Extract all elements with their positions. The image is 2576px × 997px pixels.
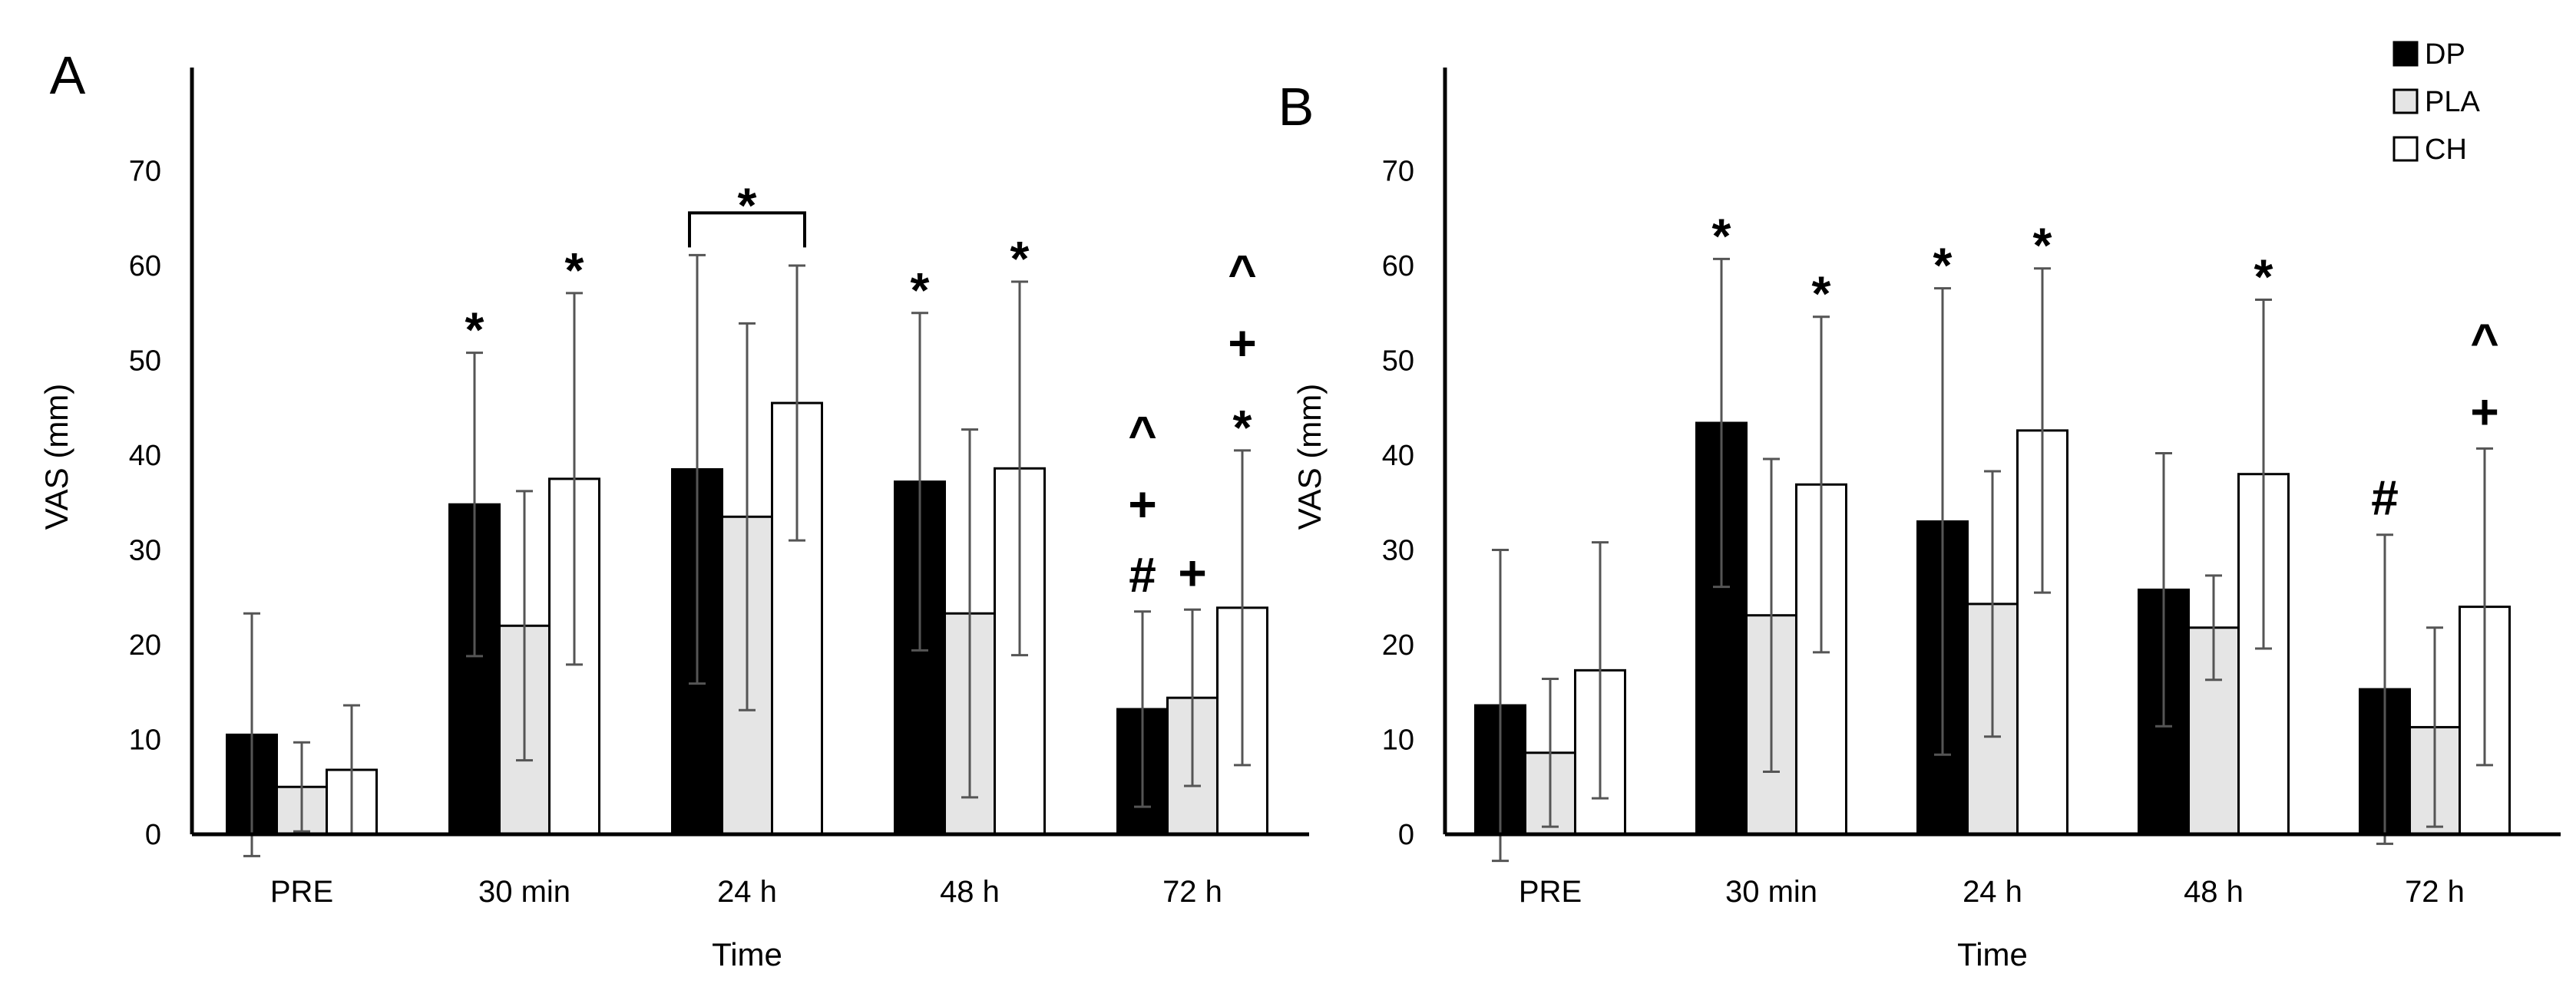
- y-tick-label: 40: [129, 440, 161, 472]
- error-bar-dp: [2155, 452, 2172, 728]
- error-bar-ch: [789, 264, 805, 542]
- y-tick-label: 10: [129, 725, 161, 757]
- error-bar-pla: [2205, 574, 2222, 682]
- significance-marker: #: [2371, 470, 2399, 526]
- error-bar-pla: [293, 741, 310, 833]
- y-tick-label: 60: [129, 250, 161, 282]
- error-bar-dp: [911, 312, 928, 652]
- error-bar-dp: [2376, 533, 2393, 845]
- y-tick-label: 10: [1382, 725, 1414, 757]
- y-tick-label: 30: [129, 535, 161, 567]
- significance-marker: #: [1129, 547, 1156, 602]
- significance-marker: *: [1233, 400, 1252, 455]
- error-bar-ch: [2476, 447, 2493, 767]
- error-bar-ch: [1011, 280, 1028, 657]
- y-tick-label: 0: [145, 819, 161, 851]
- error-bar-ch: [1234, 449, 1251, 767]
- panel-label: B: [1278, 77, 1314, 137]
- significance-marker: *: [1712, 208, 1731, 263]
- significance-marker: +: [1228, 315, 1256, 371]
- significance-marker: *: [2033, 218, 2052, 273]
- y-axis-title: VAS (mm): [38, 384, 74, 530]
- legend-swatch: [2392, 41, 2419, 67]
- y-tick-label: 20: [1382, 629, 1414, 662]
- legend: DP PLA CH: [2392, 38, 2480, 166]
- y-tick-label: 30: [1382, 535, 1414, 567]
- x-tick-label: 24 h: [717, 875, 777, 909]
- error-bar-pla: [1984, 470, 2001, 738]
- legend-item-pla: PLA: [2392, 86, 2480, 118]
- error-bar-pla: [961, 428, 978, 799]
- significance-marker: *: [565, 243, 584, 298]
- x-axis-title: Time: [1957, 936, 2028, 972]
- error-bar-dp: [1134, 610, 1151, 808]
- panel-a: A 0 10 20 30 40 50 60 70 VAS (mm) PRE 30 min 24 h 48 …: [38, 45, 1309, 972]
- significance-marker: *: [1812, 266, 1831, 322]
- x-tick-label: 48 h: [2184, 875, 2244, 909]
- error-bar-dp: [689, 253, 706, 685]
- x-axis-title: Time: [712, 936, 782, 972]
- significance-marker: *: [911, 262, 930, 318]
- error-bar-ch: [1813, 315, 1830, 654]
- panel-b: B 0 10 20 30 40 50 60 70 VAS (mm) PRE 30 min 24 h 48 …: [1278, 68, 2561, 972]
- significance-marker: +: [1128, 477, 1156, 532]
- panel-label: A: [50, 45, 86, 105]
- y-tick-label: 50: [1382, 345, 1414, 378]
- error-bar-dp: [1934, 287, 1951, 756]
- error-bar-dp: [243, 612, 260, 857]
- significance-marker: +: [1178, 545, 1206, 600]
- significance-bracket: [688, 211, 806, 248]
- y-tick-label: 60: [1382, 250, 1414, 282]
- y-axis-title: VAS (mm): [1291, 384, 1328, 530]
- error-bar-ch: [1592, 541, 1609, 800]
- significance-marker: *: [465, 302, 484, 358]
- significance-marker: *: [738, 177, 757, 233]
- legend-swatch: [2392, 88, 2419, 114]
- legend-swatch: [2392, 136, 2419, 162]
- y-tick-label: 0: [1398, 819, 1414, 851]
- error-bar-ch: [2034, 267, 2051, 594]
- bar-ch: [2016, 429, 2068, 836]
- significance-marker: *: [1010, 231, 1030, 286]
- error-bar-pla: [1542, 677, 1559, 828]
- significance-marker: ^: [1228, 245, 1256, 300]
- error-bar-pla: [1184, 608, 1201, 787]
- y-tick-label: 70: [129, 156, 161, 188]
- error-bar-pla: [516, 490, 533, 762]
- error-bar-pla: [739, 322, 756, 711]
- error-bar-ch: [2255, 298, 2272, 650]
- y-tick-label: 20: [129, 629, 161, 662]
- x-tick-label: PRE: [1519, 875, 1582, 909]
- y-tick-label: 50: [129, 345, 161, 378]
- legend-item-dp: DP: [2392, 38, 2465, 71]
- significance-marker: *: [2254, 249, 2273, 304]
- significance-marker: ^: [1128, 406, 1156, 461]
- legend-label: CH: [2425, 134, 2467, 166]
- significance-marker: ^: [2470, 313, 2498, 368]
- error-bar-pla: [2426, 626, 2443, 828]
- error-bar-dp: [466, 352, 483, 658]
- error-bar-ch: [566, 292, 583, 666]
- x-tick-label: 72 h: [1162, 875, 1222, 909]
- legend-label: DP: [2425, 38, 2465, 71]
- error-bar-dp: [1492, 549, 1509, 863]
- x-tick-label: 48 h: [940, 875, 1000, 909]
- x-tick-label: 30 min: [478, 875, 570, 909]
- significance-marker: +: [2470, 384, 2498, 439]
- error-bar-dp: [1713, 257, 1730, 589]
- y-tick-label: 40: [1382, 440, 1414, 472]
- error-bar-pla: [1763, 457, 1780, 773]
- x-tick-label: PRE: [270, 875, 333, 909]
- significance-marker: *: [1933, 238, 1953, 293]
- y-tick-label: 70: [1382, 156, 1414, 188]
- x-tick-label: 30 min: [1725, 875, 1817, 909]
- x-tick-label: 72 h: [2405, 875, 2465, 909]
- legend-item-ch: CH: [2392, 134, 2467, 166]
- legend-label: PLA: [2425, 86, 2480, 118]
- x-tick-label: 24 h: [1963, 875, 2022, 909]
